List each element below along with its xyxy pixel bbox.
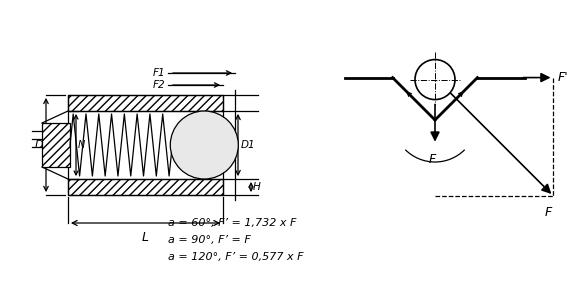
Text: F': F' bbox=[558, 71, 568, 84]
Bar bbox=[42, 123, 70, 167]
Bar bbox=[68, 95, 223, 111]
Text: D1: D1 bbox=[241, 140, 255, 150]
Text: a: a bbox=[431, 58, 439, 71]
Text: H: H bbox=[253, 182, 261, 192]
Text: L: L bbox=[142, 231, 149, 244]
Bar bbox=[68, 95, 223, 195]
Text: a = 60°, F’ = 1,732 x F: a = 60°, F’ = 1,732 x F bbox=[168, 218, 296, 228]
Circle shape bbox=[171, 111, 238, 179]
Text: D: D bbox=[34, 140, 43, 150]
Bar bbox=[68, 179, 223, 195]
Text: F: F bbox=[544, 206, 551, 219]
Text: F2: F2 bbox=[152, 80, 165, 90]
Circle shape bbox=[415, 59, 455, 100]
Text: a = 120°, F’ = 0,577 x F: a = 120°, F’ = 0,577 x F bbox=[168, 252, 303, 262]
Text: F: F bbox=[428, 153, 435, 165]
Text: F1: F1 bbox=[152, 68, 165, 78]
Text: a = 90°, F’ = F: a = 90°, F’ = F bbox=[168, 235, 251, 245]
Text: N: N bbox=[78, 140, 85, 150]
